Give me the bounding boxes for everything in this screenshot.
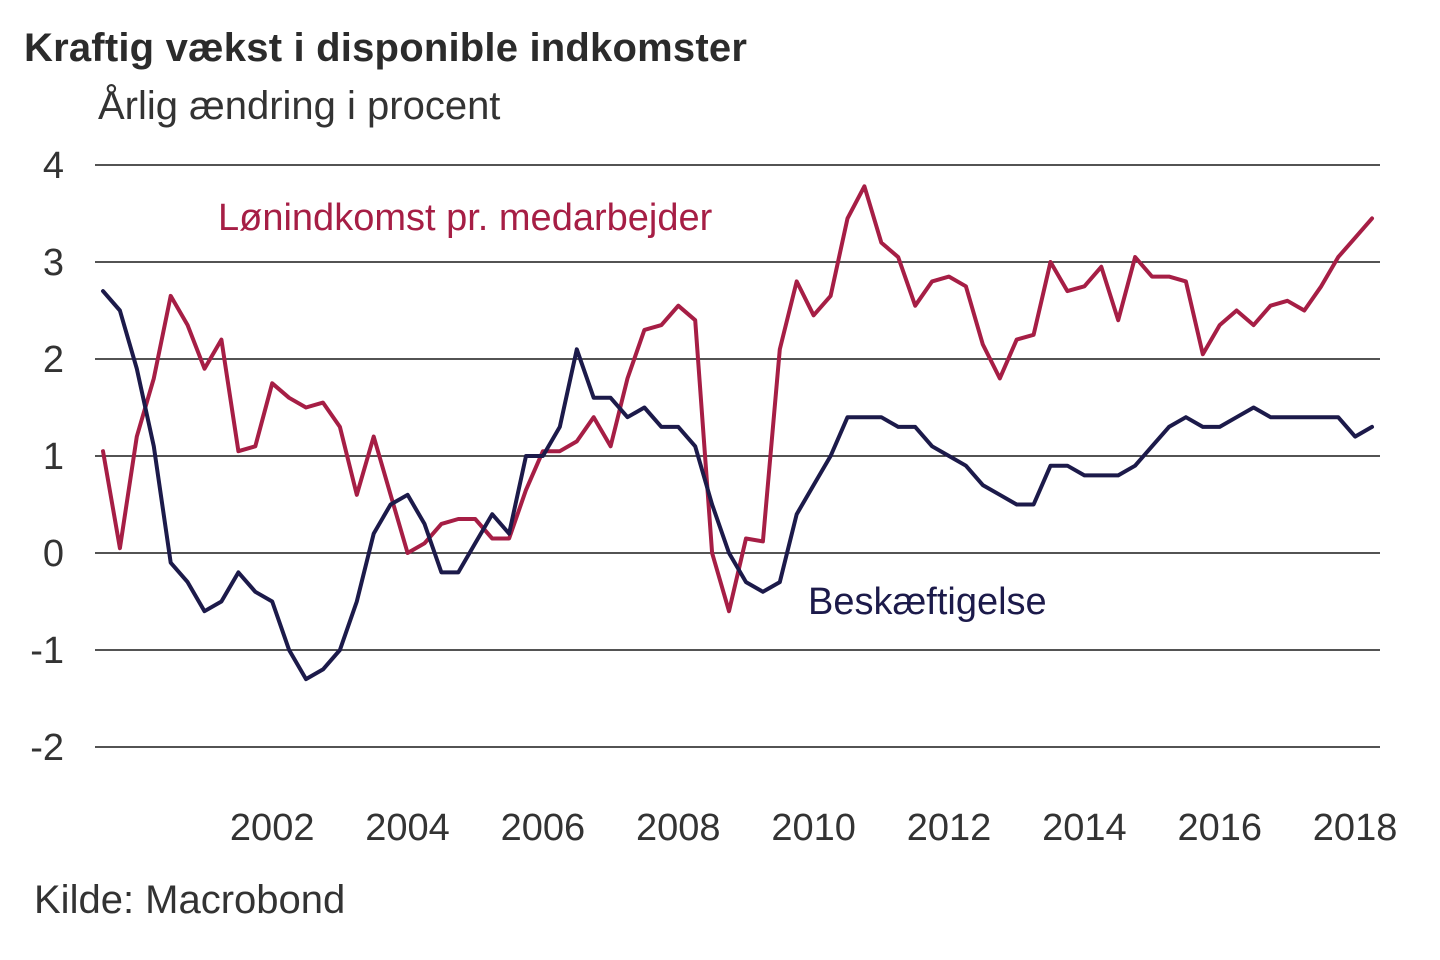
y-tick-label: 0 [43, 533, 64, 575]
chart-title: Kraftig vækst i disponible indkomster [24, 26, 748, 70]
series-lines [101, 184, 1374, 682]
series-line-lonindkomst [101, 184, 1374, 614]
x-tick-label: 2018 [1313, 807, 1398, 849]
y-tick-label: 4 [43, 145, 64, 187]
y-tick-label: 3 [43, 242, 64, 284]
source-note: Kilde: Macrobond [34, 878, 346, 922]
x-axis-ticks: 2002 2004 2006 2008 2010 2012 2014 2016 2018 [230, 807, 1397, 849]
x-tick-label: 2006 [501, 807, 586, 849]
y-tick-label: 2 [43, 339, 64, 381]
x-tick-label: 2016 [1177, 807, 1262, 849]
x-tick-label: 2014 [1042, 807, 1127, 849]
series-label-beskaeftigelse: Beskæftigelse [808, 581, 1047, 623]
x-tick-label: 2010 [771, 807, 856, 849]
chart-subtitle: Årlig ændring i procent [98, 84, 501, 128]
y-tick-label: -1 [30, 630, 64, 672]
x-tick-label: 2012 [907, 807, 992, 849]
y-tick-label: -2 [30, 727, 64, 769]
x-tick-label: 2004 [365, 807, 450, 849]
y-axis-ticks: 4 3 2 1 0 -1 -2 [30, 145, 64, 769]
series-line-beskaeftigelse [101, 289, 1374, 682]
x-tick-label: 2002 [230, 807, 315, 849]
y-tick-label: 1 [43, 436, 64, 478]
x-tick-label: 2008 [636, 807, 721, 849]
series-label-lonindkomst: Lønindkomst pr. medarbejder [218, 197, 713, 239]
gridlines [95, 164, 1380, 748]
